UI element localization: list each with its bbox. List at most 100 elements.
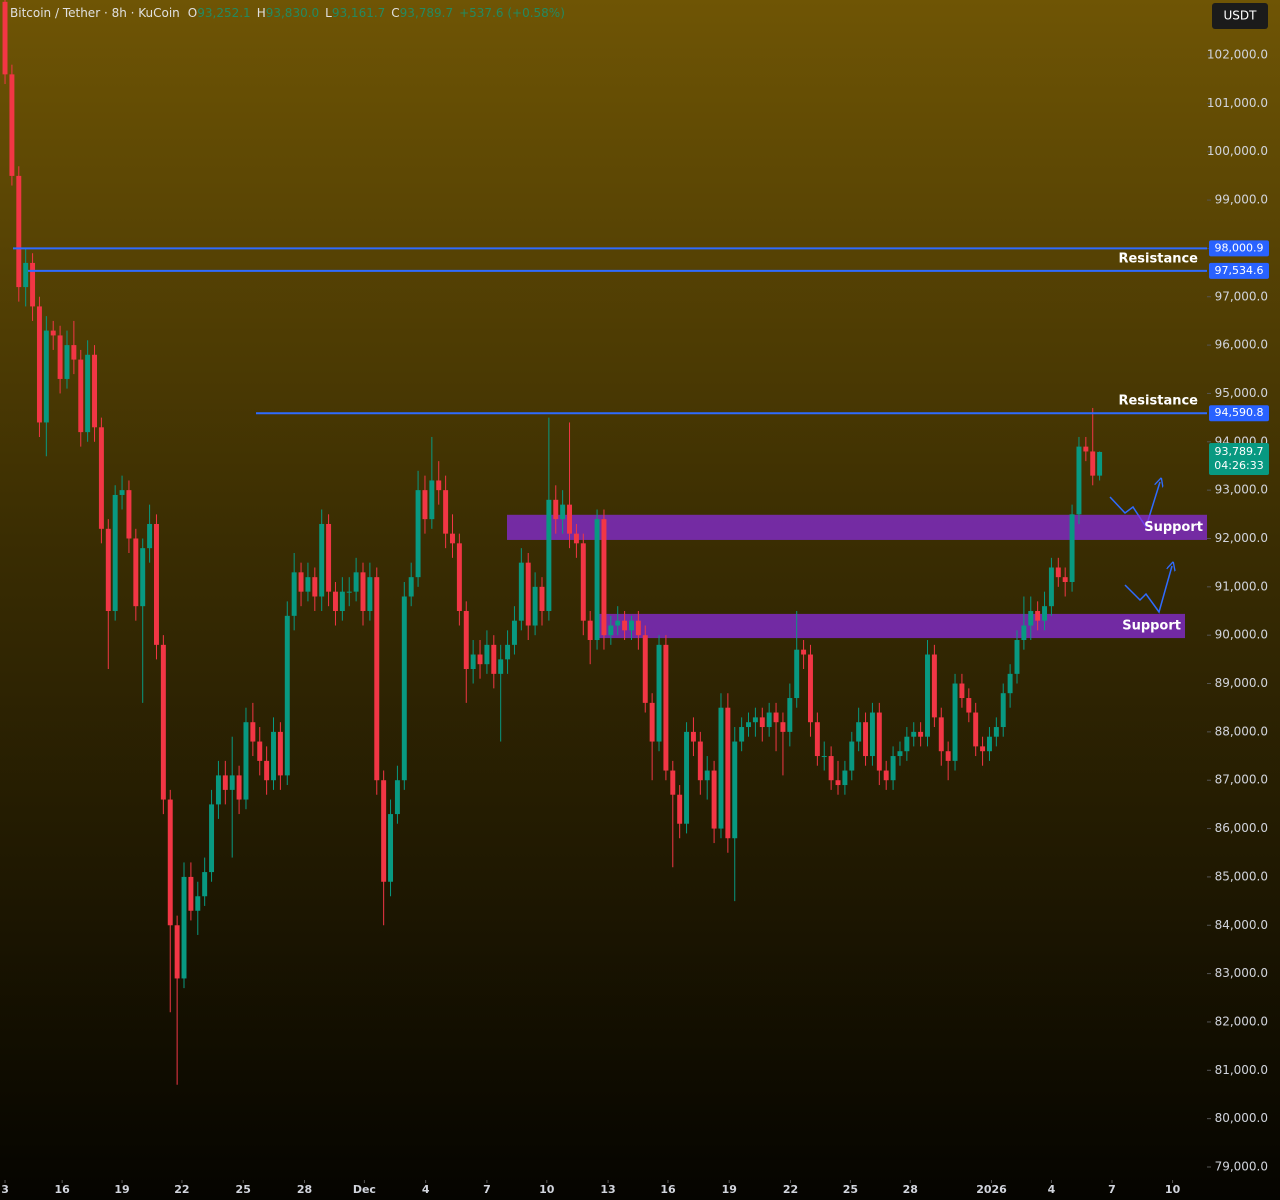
candle-body [215, 775, 221, 805]
level-tag [1209, 262, 1269, 279]
candle-body [1021, 625, 1027, 641]
header: Bitcoin / Tether · 8h · KuCoin O93,252.1 H… [10, 6, 571, 20]
candle-body [897, 751, 903, 757]
candle-body [305, 577, 311, 592]
candle-body [229, 775, 235, 790]
candle-body [126, 490, 132, 539]
x-tick-label: 19 [722, 1183, 737, 1196]
candle-body [9, 74, 15, 176]
candle-body [498, 659, 504, 674]
arrow [1124, 566, 1172, 614]
countdown: 04:26:33 [1214, 459, 1263, 472]
legend-key: C [391, 6, 400, 20]
legend-key: L [325, 6, 332, 20]
candle-body [911, 731, 917, 737]
x-tick-label: 22 [783, 1183, 798, 1196]
candle-body [828, 756, 834, 781]
candle-body [484, 644, 490, 665]
candle-body [615, 620, 621, 626]
candle-body [98, 427, 104, 529]
y-tick-label: 93,000.0 [1215, 483, 1268, 497]
candle-body [319, 523, 325, 597]
candle-body [443, 490, 449, 534]
candle-body [174, 925, 180, 979]
y-tick-label: 80,000.0 [1215, 1111, 1268, 1125]
candle-body [16, 175, 22, 288]
candle-body [677, 794, 683, 824]
candle-body [1069, 514, 1075, 582]
candle-body [85, 354, 91, 433]
x-tick-label: 2026 [976, 1183, 1007, 1196]
candle-body [160, 644, 166, 800]
candle-body [64, 345, 70, 379]
candle-body [477, 654, 483, 665]
x-tick-label: 28 [297, 1183, 312, 1196]
candle-body [821, 756, 827, 758]
candle-body [1083, 446, 1089, 452]
x-tick-label: 3 [1, 1183, 9, 1196]
candle-body [546, 499, 552, 612]
candle-body [415, 490, 421, 578]
support-zone [597, 613, 1185, 639]
y-tick-label: 88,000.0 [1215, 724, 1268, 738]
legend-key: H [256, 6, 266, 20]
candle-body [986, 736, 992, 752]
candle-body [863, 722, 869, 757]
candle-body [759, 717, 765, 728]
candle-body [394, 780, 400, 815]
y-tick-label: 86,000.0 [1215, 821, 1268, 835]
candle-body [367, 577, 373, 612]
last-price-tag [1209, 442, 1269, 475]
candle-body [670, 770, 676, 795]
candle-body [1014, 640, 1020, 674]
x-tick-label: 25 [843, 1183, 858, 1196]
y-tick-label: 89,000.0 [1215, 676, 1268, 690]
candle-body [835, 780, 841, 786]
candle-body [401, 596, 407, 781]
candle-body [856, 722, 862, 742]
candle-body [1097, 451, 1103, 476]
candle-body [456, 543, 462, 612]
candle-body [622, 620, 628, 631]
candle-body [112, 494, 118, 612]
candle-body [690, 731, 696, 742]
currency: USDT [1224, 9, 1258, 23]
y-tick-label: 85,000.0 [1215, 869, 1268, 883]
candle-body [388, 814, 394, 882]
candle-body [807, 654, 813, 723]
candle-body [2, 1, 8, 75]
candle-body [1055, 567, 1061, 578]
candle-body [539, 586, 545, 612]
candle-body [883, 770, 889, 781]
candle-body [567, 504, 573, 534]
candle-body [140, 548, 146, 607]
candle-body [973, 712, 979, 747]
candle-body [938, 717, 944, 752]
x-tick-label: 22 [174, 1183, 189, 1196]
candle-body [711, 770, 717, 829]
y-tick-label: 100,000.0 [1207, 144, 1268, 158]
x-tick-label: Dec [353, 1183, 376, 1196]
candle-body [573, 533, 579, 544]
candle-body [147, 523, 153, 549]
candle-body [222, 775, 228, 790]
candle-body [36, 306, 42, 423]
candle-body [30, 262, 36, 307]
candle-body [105, 528, 111, 612]
candle-body [560, 504, 566, 520]
candle-body [925, 654, 930, 737]
candle-body [849, 741, 855, 771]
candle-body [119, 490, 125, 495]
candle-body [876, 712, 882, 771]
candle-body [594, 519, 600, 641]
candle-body [773, 712, 779, 723]
candle-body [291, 572, 297, 616]
candle-body [250, 722, 256, 742]
candle-body [794, 649, 800, 699]
candle-body [718, 707, 724, 829]
candle-body [436, 480, 442, 491]
candle-body [656, 644, 662, 742]
